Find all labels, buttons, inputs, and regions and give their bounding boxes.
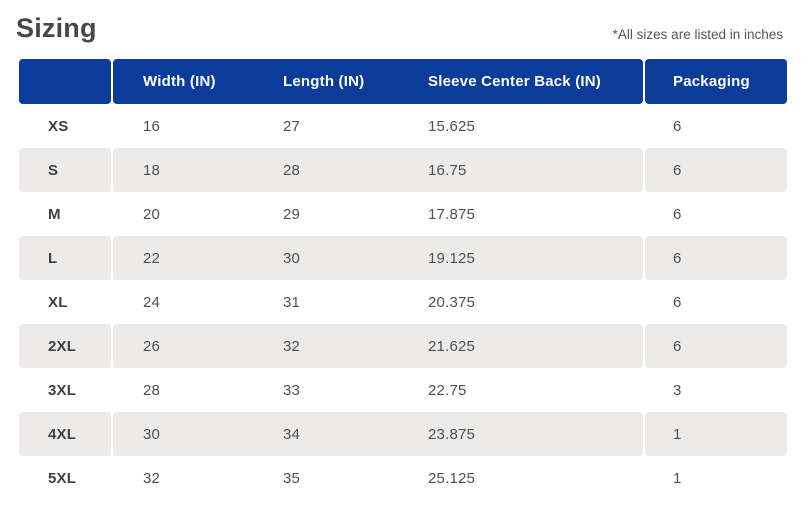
size-cell: XS — [48, 117, 69, 135]
size-cell: 5XL — [48, 469, 77, 487]
sleeve-cell: 23.875 — [428, 425, 476, 443]
length-cell: 35 — [283, 469, 301, 487]
row-middle-segment: 26 32 21.625 — [113, 324, 643, 368]
sleeve-cell: 19.125 — [428, 249, 476, 267]
length-cell: 34 — [283, 425, 301, 443]
row-middle-segment: 30 34 23.875 — [113, 412, 643, 456]
packaging-cell: 6 — [645, 324, 787, 368]
width-cell: 28 — [143, 381, 161, 399]
length-cell: 33 — [283, 381, 301, 399]
table-row: M 20 29 17.875 6 — [19, 192, 787, 236]
size-cell: L — [19, 236, 111, 280]
size-cell: M — [48, 205, 61, 223]
sleeve-cell: 20.375 — [428, 293, 476, 311]
table-row: 4XL 30 34 23.875 1 — [19, 412, 787, 456]
size-cell: XL — [48, 293, 68, 311]
table-body: XS 16 27 15.625 6 S 18 28 16.75 6 M 20 2… — [19, 104, 787, 500]
length-cell: 29 — [283, 205, 301, 223]
header-cell-packaging: Packaging — [645, 59, 787, 104]
width-cell: 22 — [143, 249, 161, 267]
header-cell-width: Width (IN) — [143, 73, 216, 90]
packaging-cell: 6 — [673, 117, 682, 135]
length-cell: 31 — [283, 293, 301, 311]
table-row: XS 16 27 15.625 6 — [19, 104, 787, 148]
row-middle-segment: 22 30 19.125 — [113, 236, 643, 280]
sleeve-cell: 15.625 — [428, 117, 476, 135]
width-cell: 32 — [143, 469, 161, 487]
sleeve-cell: 25.125 — [428, 469, 476, 487]
width-cell: 26 — [143, 337, 161, 355]
table-row: S 18 28 16.75 6 — [19, 148, 787, 192]
length-cell: 28 — [283, 161, 301, 179]
table-row: 5XL 32 35 25.125 1 — [19, 456, 787, 500]
size-cell: S — [19, 148, 111, 192]
sizes-note: *All sizes are listed in inches — [612, 27, 783, 42]
header-cell-sleeve-center-back: Sleeve Center Back (IN) — [428, 73, 602, 90]
sleeve-cell: 17.875 — [428, 205, 476, 223]
length-cell: 30 — [283, 249, 301, 267]
header-middle-segment: Width (IN) Length (IN) Sleeve Center Bac… — [113, 59, 643, 104]
length-cell: 32 — [283, 337, 301, 355]
width-cell: 24 — [143, 293, 161, 311]
sleeve-cell: 22.75 — [428, 381, 467, 399]
sizing-table: Width (IN) Length (IN) Sleeve Center Bac… — [19, 59, 787, 500]
size-cell: 4XL — [19, 412, 111, 456]
packaging-cell: 1 — [673, 469, 682, 487]
header-cell-length: Length (IN) — [283, 73, 365, 90]
sleeve-cell: 16.75 — [428, 161, 467, 179]
width-cell: 20 — [143, 205, 161, 223]
length-cell: 27 — [283, 117, 301, 135]
size-cell: 3XL — [48, 381, 77, 399]
width-cell: 30 — [143, 425, 161, 443]
packaging-cell: 6 — [673, 205, 682, 223]
packaging-cell: 3 — [673, 381, 682, 399]
row-middle-segment: 32 35 25.125 — [113, 456, 643, 500]
row-middle-segment: 18 28 16.75 — [113, 148, 643, 192]
packaging-cell: 6 — [645, 236, 787, 280]
header-cell-size — [19, 59, 111, 104]
size-cell: 2XL — [19, 324, 111, 368]
sleeve-cell: 21.625 — [428, 337, 476, 355]
width-cell: 18 — [143, 161, 161, 179]
width-cell: 16 — [143, 117, 161, 135]
packaging-cell: 6 — [673, 293, 682, 311]
table-row: 2XL 26 32 21.625 6 — [19, 324, 787, 368]
row-middle-segment: 28 33 22.75 — [113, 368, 643, 412]
row-middle-segment: 20 29 17.875 — [113, 192, 643, 236]
table-row: 3XL 28 33 22.75 3 — [19, 368, 787, 412]
row-middle-segment: 24 31 20.375 — [113, 280, 643, 324]
packaging-cell: 6 — [645, 148, 787, 192]
packaging-cell: 1 — [645, 412, 787, 456]
table-header-row: Width (IN) Length (IN) Sleeve Center Bac… — [19, 59, 787, 104]
table-row: XL 24 31 20.375 6 — [19, 280, 787, 324]
page-title: Sizing — [16, 13, 97, 43]
table-row: L 22 30 19.125 6 — [19, 236, 787, 280]
row-middle-segment: 16 27 15.625 — [113, 104, 643, 148]
